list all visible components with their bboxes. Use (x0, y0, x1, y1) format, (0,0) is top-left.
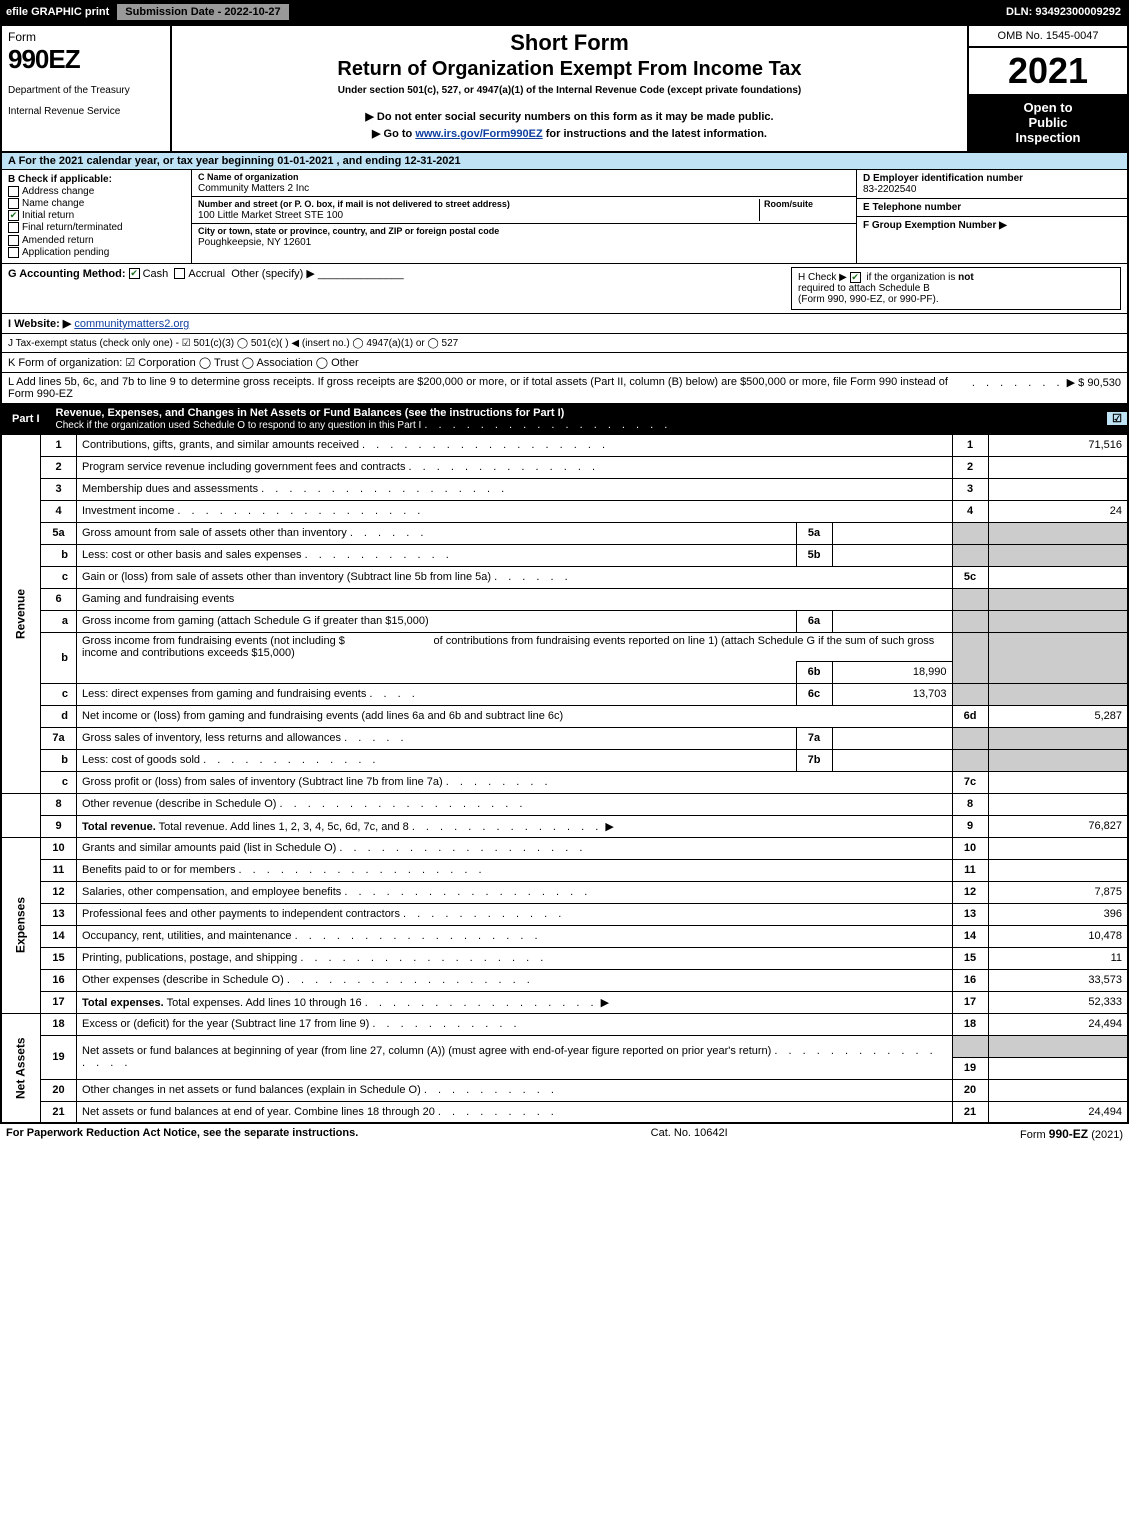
omb-number: OMB No. 1545-0047 (969, 26, 1127, 48)
org-name: Community Matters 2 Inc (198, 183, 309, 194)
street-cell: Number and street (or P. O. box, if mail… (192, 197, 856, 224)
line-21-amt: 24,494 (988, 1101, 1128, 1123)
chk-initial-return[interactable]: Initial return (8, 210, 185, 221)
note-ssn: ▶ Do not enter social security numbers o… (180, 110, 959, 123)
row-g-h: G Accounting Method: Cash Accrual Other … (0, 263, 1129, 314)
submission-date: Submission Date - 2022-10-27 (117, 4, 288, 20)
short-form-title: Short Form (180, 30, 959, 56)
col-c-org-info: C Name of organization Community Matters… (192, 170, 857, 263)
row-l-gross-receipts: L Add lines 5b, 6c, and 7b to line 9 to … (0, 373, 1129, 404)
row-a-calendar-year: A For the 2021 calendar year, or tax yea… (0, 153, 1129, 170)
efile-tag: efile GRAPHIC print (0, 4, 115, 20)
lines-table: Revenue 1 Contributions, gifts, grants, … (0, 434, 1129, 1125)
chk-final-return[interactable]: Final return/terminated (8, 222, 185, 233)
side-label-revenue: Revenue (1, 434, 41, 793)
page-footer: For Paperwork Reduction Act Notice, see … (0, 1124, 1129, 1144)
chk-name-change[interactable]: Name change (8, 198, 185, 209)
main-title: Return of Organization Exempt From Incom… (180, 58, 959, 81)
line-4-amt: 24 (988, 500, 1128, 522)
line-6c-amt: 13,703 (832, 683, 952, 705)
irs: Internal Revenue Service (8, 106, 164, 117)
header-right: OMB No. 1545-0047 2021 Open to Public In… (967, 26, 1127, 151)
row-i-website: I Website: ▶ communitymatters2.org (0, 314, 1129, 334)
b-heading: B Check if applicable: (8, 174, 112, 185)
note-link: ▶ Go to www.irs.gov/Form990EZ for instru… (180, 127, 959, 140)
phone-cell: E Telephone number (857, 199, 1127, 217)
top-bar: efile GRAPHIC print Submission Date - 20… (0, 0, 1129, 24)
dept-treasury: Department of the Treasury (8, 85, 164, 96)
room-suite-label: Room/suite (764, 199, 813, 209)
header-left: Form 990EZ Department of the Treasury In… (2, 26, 172, 151)
form-number: 990EZ (8, 44, 164, 75)
website-link[interactable]: communitymatters2.org (74, 318, 189, 330)
part-i-desc: Revenue, Expenses, and Changes in Net As… (50, 404, 1107, 434)
line-17-amt: 52,333 (988, 991, 1128, 1013)
row-j-tax-exempt: J Tax-exempt status (check only one) - ☑… (0, 334, 1129, 353)
side-label-net-assets: Net Assets (1, 1013, 41, 1123)
chk-address-change[interactable]: Address change (8, 186, 185, 197)
tax-year: 2021 (969, 48, 1127, 94)
line-18-amt: 24,494 (988, 1013, 1128, 1035)
line-6d-amt: 5,287 (988, 705, 1128, 727)
line-16-amt: 33,573 (988, 969, 1128, 991)
chk-accrual[interactable] (174, 268, 185, 279)
col-b-check-applicable: B Check if applicable: Address change Na… (2, 170, 192, 263)
header-mid: Short Form Return of Organization Exempt… (172, 26, 967, 151)
row-g-accounting: G Accounting Method: Cash Accrual Other … (8, 267, 404, 280)
line-1-amt: 71,516 (988, 434, 1128, 456)
footer-mid: Cat. No. 10642I (651, 1127, 728, 1141)
group-exemption-cell: F Group Exemption Number ▶ (857, 217, 1127, 234)
chk-amended-return[interactable]: Amended return (8, 235, 185, 246)
irs-link[interactable]: www.irs.gov/Form990EZ (415, 128, 542, 140)
ein-cell: D Employer identification number 83-2202… (857, 170, 1127, 199)
part-i-header: Part I Revenue, Expenses, and Changes in… (0, 404, 1129, 434)
ein: 83-2202540 (863, 184, 916, 195)
form-word: Form (8, 30, 164, 44)
block-bcdef: B Check if applicable: Address change Na… (0, 170, 1129, 263)
street-address: 100 Little Market Street STE 100 (198, 210, 343, 221)
line-6b-amt: 18,990 (832, 661, 952, 683)
dln: DLN: 93492300009292 (998, 4, 1129, 20)
line-9-amt: 76,827 (988, 815, 1128, 837)
footer-left: For Paperwork Reduction Act Notice, see … (6, 1127, 358, 1141)
chk-cash[interactable] (129, 268, 140, 279)
gross-receipts-amount: 90,530 (1087, 377, 1121, 389)
footer-right: Form 990-EZ (2021) (1020, 1127, 1123, 1141)
line-1-desc: Contributions, gifts, grants, and simila… (77, 434, 953, 456)
city-cell: City or town, state or province, country… (192, 224, 856, 250)
form-header: Form 990EZ Department of the Treasury In… (0, 24, 1129, 153)
line-12-amt: 7,875 (988, 881, 1128, 903)
box-h-schedule-b: H Check ▶ if the organization is not req… (791, 267, 1121, 310)
subtitle: Under section 501(c), 527, or 4947(a)(1)… (180, 85, 959, 96)
part-i-schedule-o-check[interactable]: ☑ (1107, 412, 1127, 425)
line-15-amt: 11 (988, 947, 1128, 969)
chk-schedule-b[interactable] (850, 272, 861, 283)
col-def: D Employer identification number 83-2202… (857, 170, 1127, 263)
city-state-zip: Poughkeepsie, NY 12601 (198, 237, 311, 248)
line-14-amt: 10,478 (988, 925, 1128, 947)
open-to-public: Open to Public Inspection (969, 94, 1127, 151)
line-13-amt: 396 (988, 903, 1128, 925)
header-notes: ▶ Do not enter social security numbers o… (180, 110, 959, 140)
row-k-form-of-org: K Form of organization: ☑ Corporation ◯ … (0, 353, 1129, 373)
chk-application-pending[interactable]: Application pending (8, 247, 185, 258)
side-label-expenses: Expenses (1, 837, 41, 1013)
part-i-tag: Part I (2, 410, 50, 428)
org-name-cell: C Name of organization Community Matters… (192, 170, 856, 197)
